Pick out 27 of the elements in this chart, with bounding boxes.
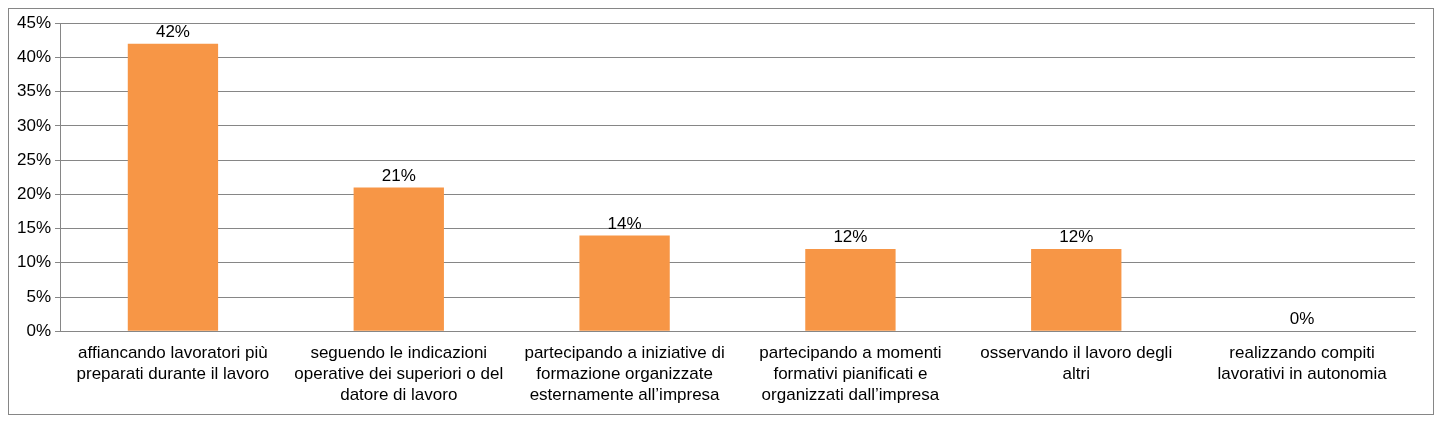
y-tick-label: 25% (16, 149, 52, 169)
y-tick-label: 20% (16, 184, 52, 204)
data-label: 14% (607, 213, 642, 233)
y-tick-label: 35% (16, 81, 52, 101)
x-tick-label: affiancando lavoratori più preparati durante il lavoro (76, 342, 270, 383)
y-tick-label: 15% (16, 218, 52, 238)
data-label: 12% (1059, 227, 1094, 247)
bar (1031, 249, 1122, 331)
bar (579, 235, 670, 331)
bar (127, 43, 219, 331)
y-tick-label: 0% (26, 320, 52, 340)
x-tick-label: realizzando compiti lavorativi in autonomia (1217, 342, 1388, 383)
y-tick-label: 5% (26, 286, 52, 306)
bar (805, 249, 896, 331)
y-tick-label: 40% (16, 47, 52, 67)
data-label: 21% (381, 165, 416, 185)
y-tick-label: 30% (16, 115, 52, 135)
x-tick-label: osservando il lavoro degli altri (980, 342, 1173, 383)
data-label: 0% (1289, 309, 1315, 329)
x-tick-label: seguendo le indicazioni operative dei superiori o del datore di lavoro (294, 342, 504, 405)
y-tick-label: 10% (16, 252, 52, 272)
x-tick-label: partecipando a iniziative di formazione organizzate esternamente all’impresa (524, 342, 725, 405)
y-tick-label: 45% (16, 12, 52, 32)
x-tick-label: partecipando a momenti formativi pianificati e organizzati dall’impresa (759, 342, 942, 405)
data-label: 42% (155, 21, 190, 41)
bar (353, 187, 444, 331)
data-label: 12% (833, 227, 868, 247)
